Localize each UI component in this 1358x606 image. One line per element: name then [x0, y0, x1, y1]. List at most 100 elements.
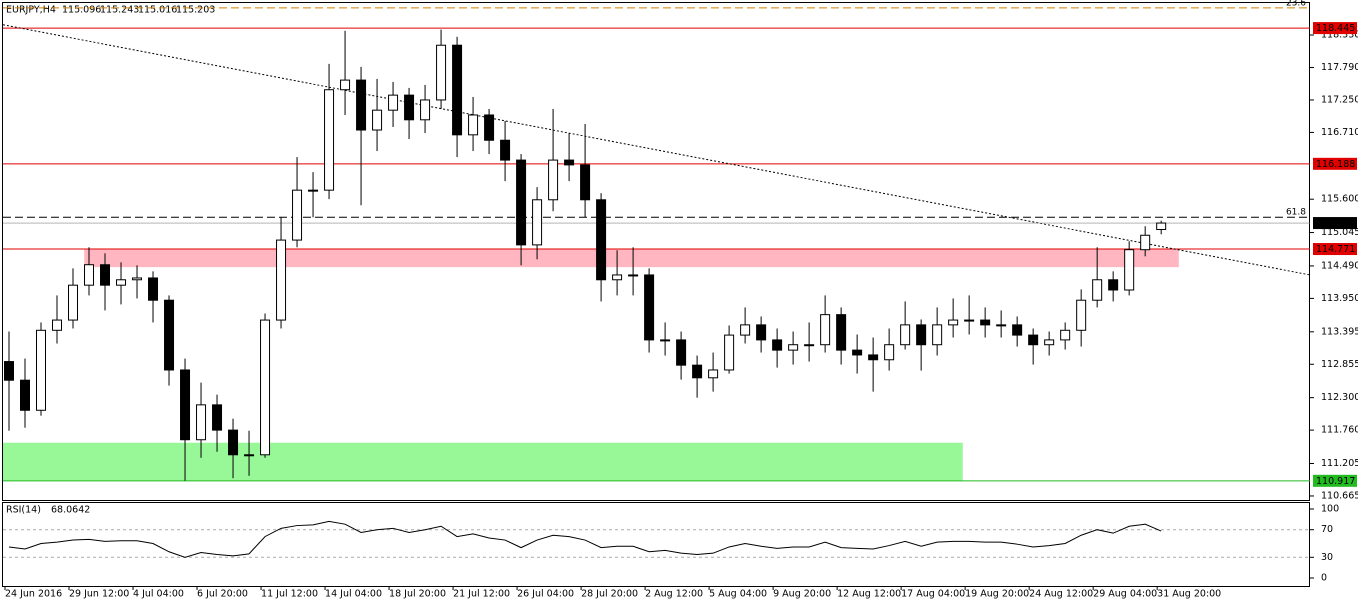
x-tick-label: 12 Aug 12:00 — [837, 589, 901, 600]
level-box — [1313, 217, 1357, 230]
candle-body — [1156, 222, 1167, 230]
x-tick-label: 24 Jun 2016 — [5, 589, 62, 600]
main-frame — [2, 2, 1310, 501]
y-tick-label: 116.710 — [1321, 127, 1358, 138]
candle-body — [484, 114, 495, 141]
candle-body — [4, 361, 15, 381]
candle-body — [500, 139, 511, 161]
rsi-last: 68.0642 — [51, 505, 90, 516]
x-tick-label: 29 Jun 12:00 — [69, 589, 129, 600]
candle-body — [36, 329, 47, 411]
candle-body — [20, 379, 31, 411]
level-box-label: 118.445 — [1316, 23, 1355, 34]
level-box — [1313, 22, 1357, 35]
candle-body — [148, 277, 159, 301]
rsi-tick-label: 30 — [1321, 552, 1333, 563]
open: 115.096 — [62, 5, 101, 16]
candle-body — [84, 264, 95, 286]
y-tick-label: 111.205 — [1321, 458, 1358, 469]
candle-body — [644, 274, 655, 341]
candle-body — [948, 319, 959, 326]
candle-body — [916, 324, 927, 346]
fibo-label: 61.8 — [1286, 208, 1306, 218]
low: 115.016 — [138, 5, 177, 16]
candle-body — [788, 344, 799, 351]
candle-body — [532, 199, 543, 246]
x-tick-label: 9 Aug 20:00 — [773, 589, 831, 600]
candle-body — [324, 89, 335, 191]
candle-body — [68, 284, 79, 321]
rsi-tick-label: 0 — [1321, 572, 1327, 583]
candle-body — [1092, 279, 1103, 301]
candle-body — [1124, 249, 1135, 291]
x-tick-label: 21 Jul 12:00 — [453, 589, 510, 600]
candle-body — [260, 319, 271, 456]
high: 115.243 — [100, 5, 139, 16]
rsi-line — [8, 520, 1162, 558]
candle-body — [884, 344, 895, 361]
candle-body — [676, 339, 687, 366]
candle-body — [756, 324, 767, 341]
candle-body — [292, 189, 303, 241]
candle-body — [164, 299, 175, 371]
y-tick-label: 118.330 — [1321, 29, 1358, 40]
level-box-label: 116.188 — [1316, 159, 1355, 170]
y-tick-label: 114.490 — [1321, 260, 1358, 271]
candle-body — [868, 354, 879, 361]
candle-body — [228, 429, 239, 456]
candle-body — [244, 454, 255, 457]
candle-body — [980, 319, 991, 326]
y-tick-label: 117.790 — [1321, 62, 1358, 73]
candle-body — [372, 109, 383, 131]
candle-body — [564, 159, 575, 166]
candle-body — [340, 79, 351, 91]
y-tick-label: 112.855 — [1321, 359, 1358, 370]
fibo-label: 23.6 — [1286, 0, 1306, 8]
candle-body — [1044, 339, 1055, 346]
y-tick-label: 115.600 — [1321, 194, 1358, 205]
x-tick-label: 26 Jul 04:00 — [517, 589, 574, 600]
x-tick-label: 19 Aug 20:00 — [965, 589, 1029, 600]
candle-body — [708, 369, 719, 379]
candle-body — [388, 94, 399, 111]
candle-body — [724, 334, 735, 371]
x-tick-label: 24 Aug 12:00 — [1029, 589, 1093, 600]
candle-body — [404, 94, 415, 121]
candle-body — [836, 314, 847, 351]
x-tick-label: 5 Aug 04:00 — [709, 589, 767, 600]
rsi-tick-label: 100 — [1321, 504, 1339, 515]
candle-body — [1140, 234, 1151, 251]
candle-body — [1028, 334, 1039, 346]
x-tick-label: 29 Aug 04:00 — [1093, 589, 1157, 600]
candle-body — [612, 274, 623, 281]
zone — [84, 249, 1179, 268]
level-box-label: 114.771 — [1316, 244, 1355, 255]
candle-body — [820, 314, 831, 346]
candle-body — [628, 274, 639, 277]
close: 115.203 — [176, 5, 215, 16]
level-box — [1313, 157, 1357, 170]
x-tick-label: 14 Jul 04:00 — [325, 589, 382, 600]
candle-body — [1060, 329, 1071, 341]
candle-body — [804, 344, 815, 347]
candle-body — [116, 279, 127, 286]
y-tick-label: 115.045 — [1321, 227, 1358, 238]
candle-body — [996, 324, 1007, 327]
candle-body — [964, 319, 975, 322]
level-box — [1313, 243, 1357, 256]
x-tick-label: 31 Aug 20:00 — [1157, 589, 1221, 600]
level-box-label: 115.203 — [1316, 218, 1355, 229]
candle-body — [52, 319, 63, 331]
level-box — [1313, 474, 1357, 487]
candle-body — [580, 164, 591, 201]
x-tick-label: 18 Jul 20:00 — [389, 589, 446, 600]
candle-body — [308, 189, 319, 192]
rsi-tick-label: 70 — [1321, 524, 1333, 535]
candle-body — [1076, 299, 1087, 331]
y-tick-label: 113.950 — [1321, 293, 1358, 304]
candle-body — [180, 369, 191, 441]
candle-body — [212, 404, 223, 431]
header: EURJPY,H4 115.096 115.243 115.016 115.20… — [6, 5, 215, 16]
trendline — [2, 24, 1311, 276]
